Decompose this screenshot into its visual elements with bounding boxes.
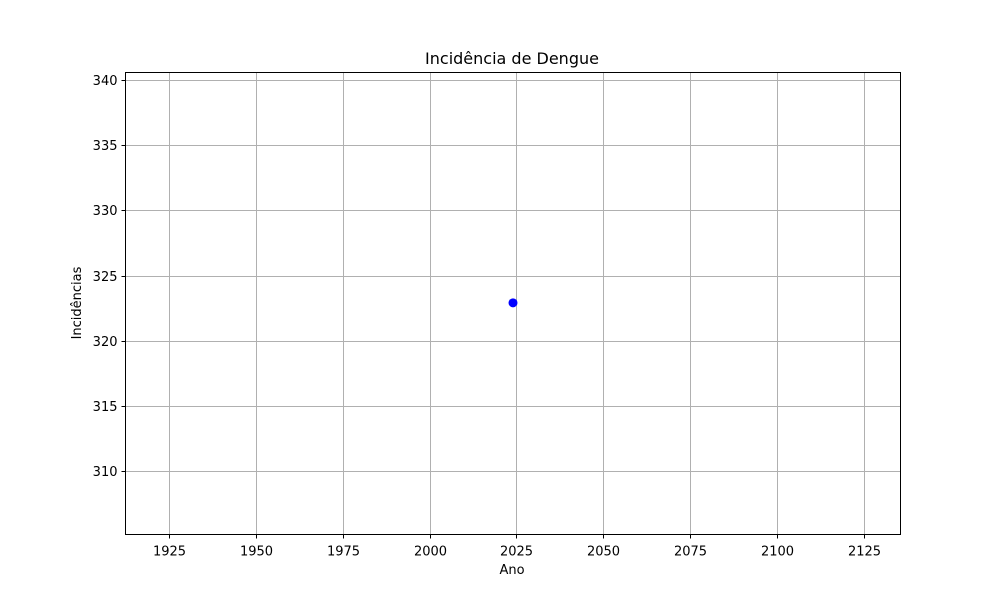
y-tick-label: 315 xyxy=(93,400,118,415)
y-tick-label: 320 xyxy=(93,335,118,350)
x-axis-label: Ano xyxy=(499,563,524,578)
x-tick-label: 1925 xyxy=(153,545,186,560)
data-point xyxy=(508,298,518,308)
data-points xyxy=(508,298,518,308)
y-axis-ticks: 310 315 320 325 330 335 340 xyxy=(93,74,126,480)
grid xyxy=(125,72,901,535)
y-tick-label: 330 xyxy=(93,204,118,219)
x-tick-label: 2100 xyxy=(761,545,794,560)
y-tick-label: 310 xyxy=(93,465,118,480)
x-tick-label: 2075 xyxy=(674,545,707,560)
plot-frame xyxy=(125,72,901,535)
x-tick-label: 2050 xyxy=(587,545,620,560)
y-tick-label: 335 xyxy=(93,139,118,154)
x-tick-label: 2125 xyxy=(848,545,881,560)
y-tick-label: 325 xyxy=(93,270,118,285)
y-tick-label: 340 xyxy=(93,74,118,89)
x-tick-label: 1975 xyxy=(327,545,360,560)
x-tick-label: 2000 xyxy=(414,545,447,560)
x-tick-label: 1950 xyxy=(240,545,273,560)
x-tick-label: 2025 xyxy=(500,545,533,560)
y-axis-label: Incidências xyxy=(70,266,85,339)
chart-title: Incidência de Dengue xyxy=(425,49,599,68)
x-axis-ticks: 1925 1950 1975 2000 2025 2050 2075 2100 2125 xyxy=(153,534,881,560)
